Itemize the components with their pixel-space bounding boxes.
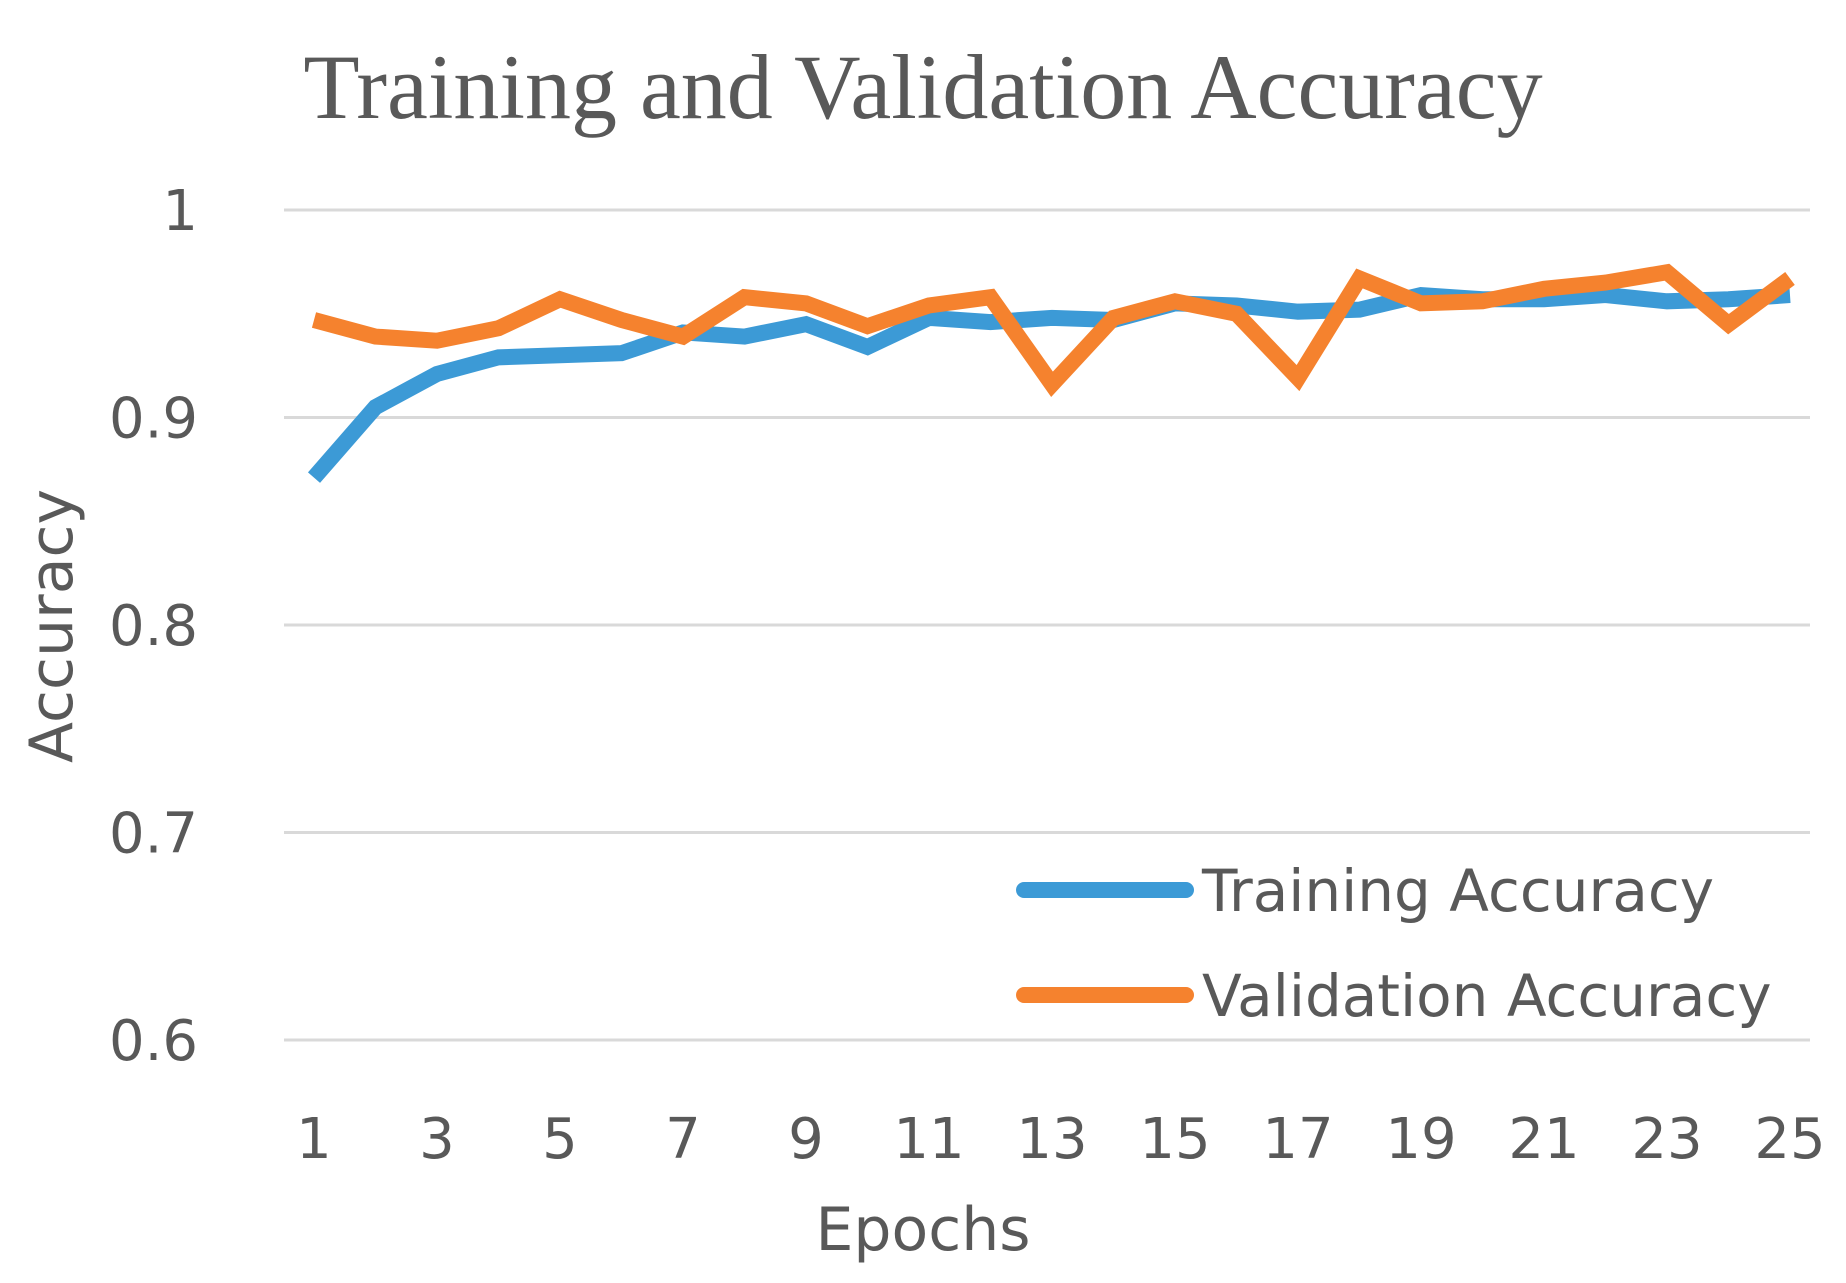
y-tick-label: 0.9 <box>109 387 198 452</box>
legend-label-validation: Validation Accuracy <box>1202 962 1772 1030</box>
x-axis-ticks: 1 3 5 7 9 11 13 15 17 19 21 23 25 <box>296 1107 1825 1172</box>
x-tick-label: 5 <box>542 1107 578 1172</box>
legend: Training Accuracy Validation Accuracy <box>1016 857 1772 1030</box>
y-tick-label: 0.8 <box>109 594 198 659</box>
x-tick-label: 17 <box>1262 1107 1333 1172</box>
chart-title: Training and Validation Accuracy <box>303 36 1542 138</box>
y-axis-label: Accuracy <box>17 489 87 763</box>
x-tick-label: 21 <box>1508 1107 1579 1172</box>
y-tick-label: 0.6 <box>109 1009 198 1074</box>
x-tick-label: 11 <box>893 1107 964 1172</box>
x-axis-label: Epochs <box>816 1195 1031 1265</box>
x-tick-label: 19 <box>1385 1107 1456 1172</box>
x-tick-label: 3 <box>419 1107 455 1172</box>
x-tick-label: 7 <box>665 1107 701 1172</box>
x-tick-label: 9 <box>788 1107 824 1172</box>
x-tick-label: 13 <box>1016 1107 1087 1172</box>
y-axis-ticks: 0.6 0.7 0.8 0.9 1 <box>109 179 198 1074</box>
x-tick-label: 15 <box>1139 1107 1210 1172</box>
legend-label-training: Training Accuracy <box>1201 857 1714 925</box>
series-line-training <box>307 287 1791 483</box>
x-tick-label: 25 <box>1754 1107 1825 1172</box>
y-tick-label: 0.7 <box>109 802 198 867</box>
y-tick-label: 1 <box>162 179 198 244</box>
x-tick-label: 23 <box>1631 1107 1702 1172</box>
gridlines <box>284 208 1810 1042</box>
series-lines <box>307 263 1795 483</box>
series-line-validation <box>311 263 1795 397</box>
x-tick-label: 1 <box>296 1107 332 1172</box>
